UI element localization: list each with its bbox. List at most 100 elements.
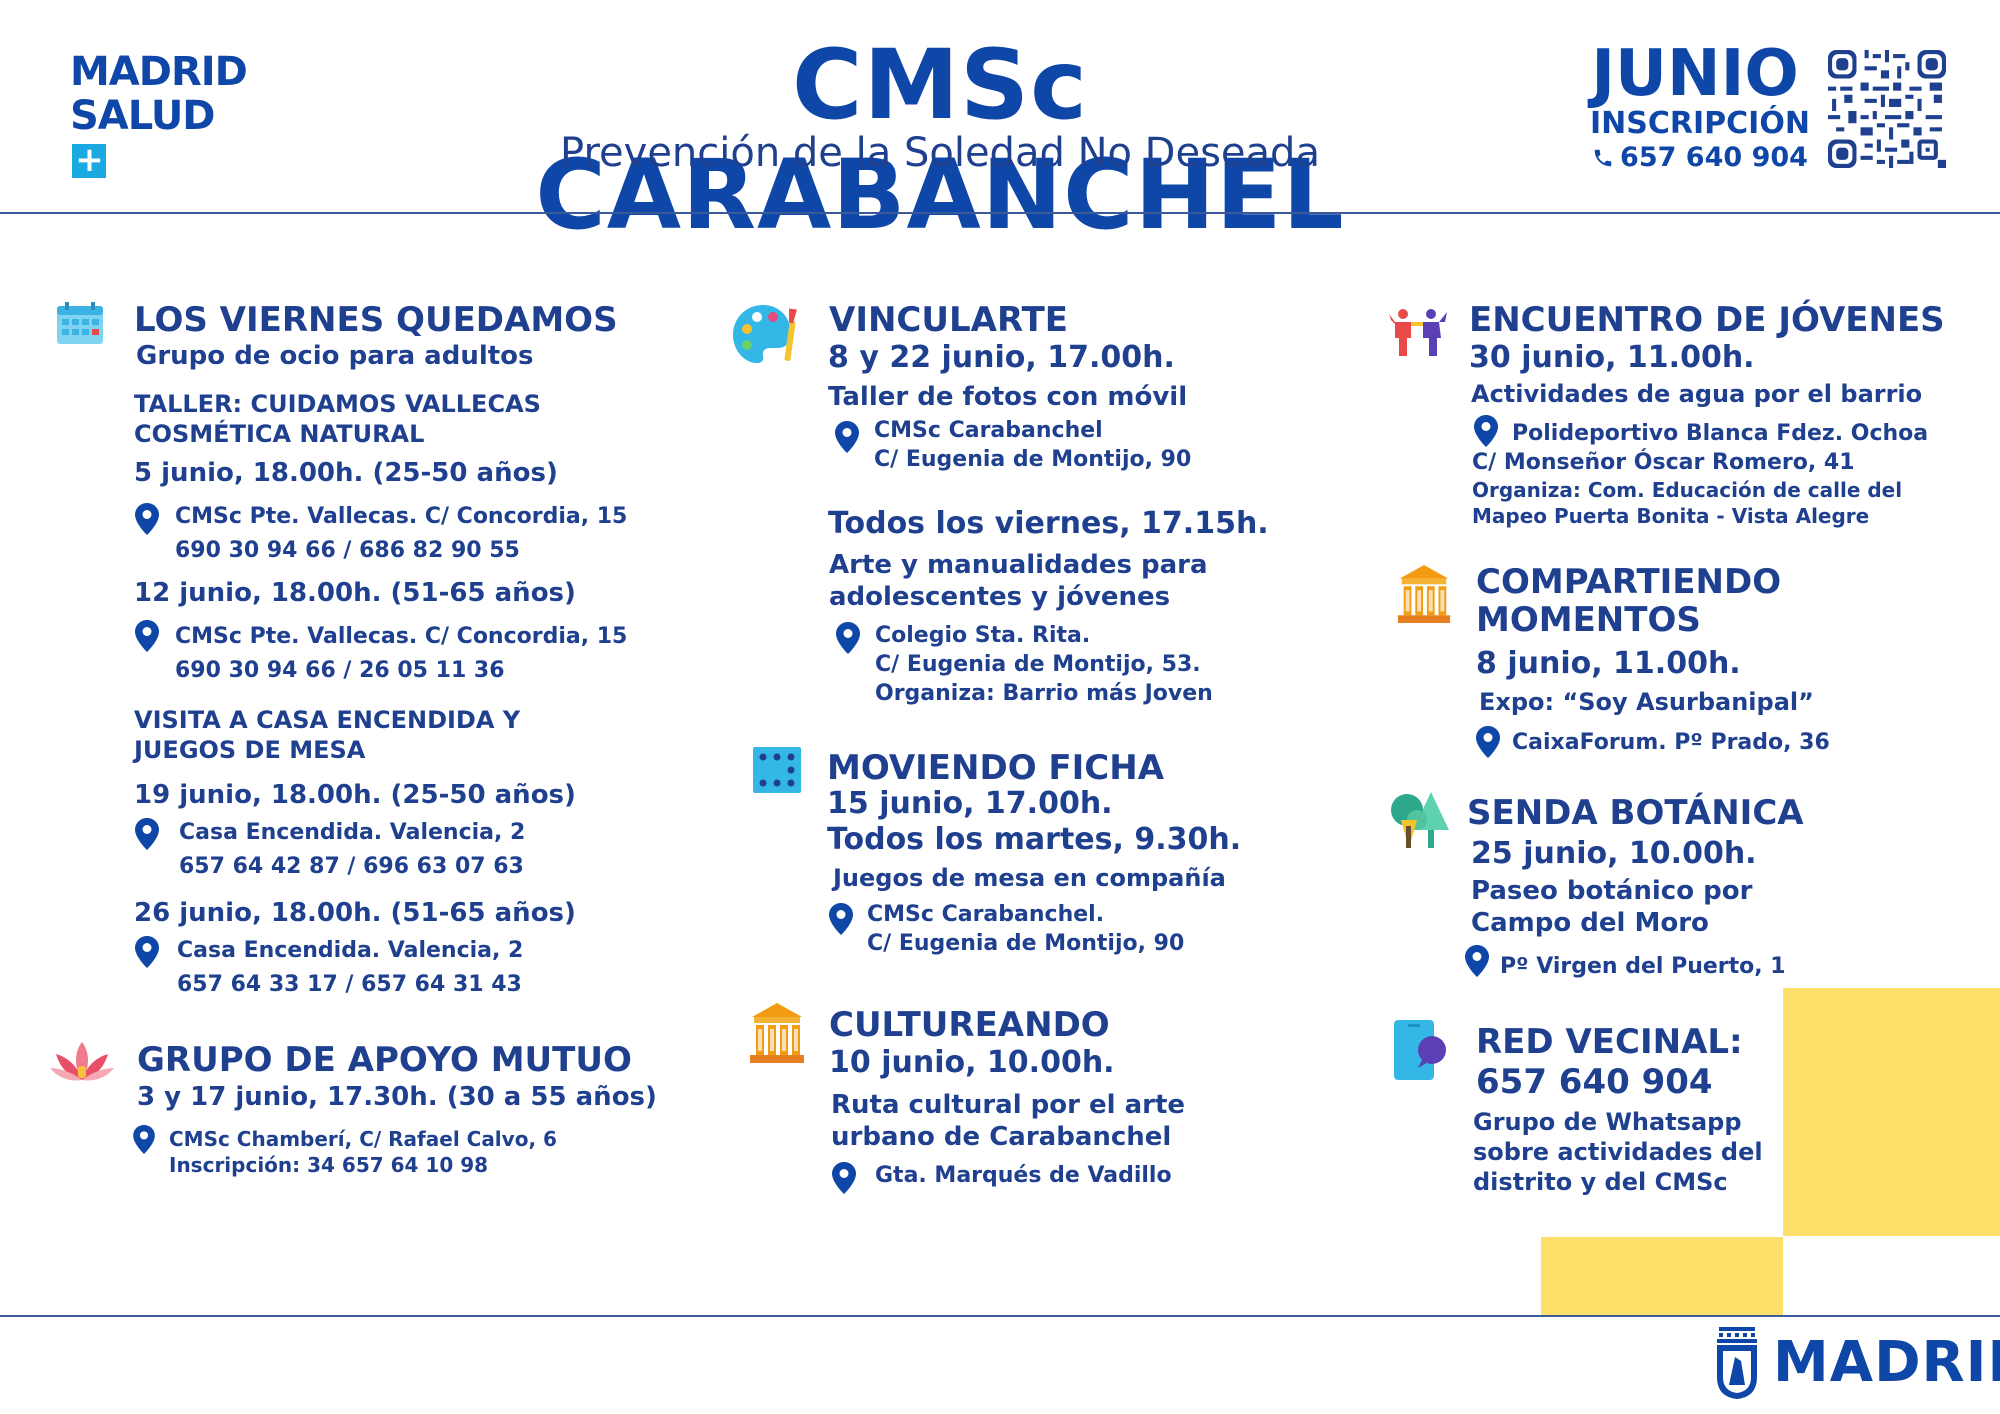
museum-icon xyxy=(1397,565,1451,623)
jovenes-location1: Polideportivo Blanca Fdez. Ochoa xyxy=(1512,421,1929,446)
jovenes-org2: Mapeo Puerta Bonita - Vista Alegre xyxy=(1472,504,1870,528)
jovenes-title: ENCUENTRO DE JÓVENES xyxy=(1469,300,1945,340)
session2-phones: 690 30 94 66 / 26 05 11 36 xyxy=(175,658,505,683)
jovenes-location2: C/ Monseñor Óscar Romero, 41 xyxy=(1472,450,1855,475)
compartiendo-date: 8 junio, 11.00h. xyxy=(1476,646,1741,681)
compartiendo-desc: Expo: “Soy Asurbanipal” xyxy=(1479,688,1814,716)
senda-location: Pº Virgen del Puerto, 1 xyxy=(1500,954,1786,979)
registration-phone-text: 657 640 904 xyxy=(1620,142,1808,173)
location-pin-icon xyxy=(835,421,859,453)
lotus-icon xyxy=(50,1042,114,1081)
senda-desc1: Paseo botánico por xyxy=(1471,876,1753,906)
location-pin-icon xyxy=(829,903,853,935)
chat-icon xyxy=(1394,1020,1446,1080)
senda-title: SENDA BOTÁNICA xyxy=(1467,793,1804,833)
viernes-subtitle: Grupo de ocio para adultos xyxy=(136,341,534,371)
moviendo-location1: CMSc Carabanchel. xyxy=(867,902,1105,927)
visita-line1: VISITA A CASA ENCENDIDA Y xyxy=(134,706,521,734)
location-pin-icon xyxy=(135,936,159,968)
apoyo-date: 3 y 17 junio, 17.30h. (30 a 55 años) xyxy=(137,1082,657,1112)
session3-phones: 657 64 42 87 / 696 63 07 63 xyxy=(179,854,524,879)
registration-label: INSCRIPCIÓN xyxy=(1590,106,1810,141)
header-divider xyxy=(0,212,2000,214)
month-label: JUNIO xyxy=(1591,37,1799,111)
senda-desc2: Campo del Moro xyxy=(1471,908,1709,938)
vincularte-desc2-line2: adolescentes y jóvenes xyxy=(829,582,1171,612)
visita-line2: JUEGOS DE MESA xyxy=(134,736,366,764)
session1-date: 5 junio, 18.00h. (25-50 años) xyxy=(134,458,558,488)
viernes-title: LOS VIERNES QUEDAMOS xyxy=(134,300,618,340)
apoyo-inscripcion: Inscripción: 34 657 64 10 98 xyxy=(169,1153,489,1177)
taller-line2: COSMÉTICA NATURAL xyxy=(134,420,425,448)
jovenes-org1: Organiza: Com. Educación de calle del xyxy=(1472,478,1903,502)
phone-icon xyxy=(1594,149,1612,167)
vincularte-date2: Todos los viernes, 17.15h. xyxy=(828,506,1269,541)
page-title: CMSc CARABANCHEL xyxy=(535,29,1345,251)
red-desc1: Grupo de Whatsapp xyxy=(1473,1108,1742,1136)
qr-code-icon[interactable] xyxy=(1828,50,1946,168)
location-pin-icon xyxy=(1474,415,1498,447)
madrid-salud-logo: MADRID SALUD + xyxy=(70,49,248,178)
moviendo-title: MOVIENDO FICHA xyxy=(827,748,1165,788)
compartiendo-title2: MOMENTOS xyxy=(1476,600,1701,640)
red-desc3: distrito y del CMSc xyxy=(1473,1168,1728,1196)
location-pin-icon xyxy=(836,622,860,654)
session4-phones: 657 64 33 17 / 657 64 31 43 xyxy=(177,972,522,997)
people-icon xyxy=(1389,309,1447,356)
vincularte-title: VINCULARTE xyxy=(829,300,1069,340)
vincularte-location1: CMSc Carabanchel xyxy=(874,418,1103,443)
session4-date: 26 junio, 18.00h. (51-65 años) xyxy=(134,898,576,928)
apoyo-title: GRUPO DE APOYO MUTUO xyxy=(137,1040,632,1080)
museum-icon xyxy=(750,1003,804,1063)
calendar-icon xyxy=(57,302,103,344)
cultureando-desc1: Ruta cultural por el arte xyxy=(831,1090,1186,1120)
apoyo-location: CMSc Chamberí, C/ Rafael Calvo, 6 xyxy=(169,1127,557,1151)
session1-location: CMSc Pte. Vallecas. C/ Concordia, 15 xyxy=(175,504,628,529)
decor-yellow-block xyxy=(1541,1237,1783,1315)
cultureando-title: CULTUREANDO xyxy=(829,1005,1110,1045)
session1-phones: 690 30 94 66 / 686 82 90 55 xyxy=(175,538,520,563)
red-title: RED VECINAL: xyxy=(1476,1022,1743,1062)
vincularte-location2: C/ Eugenia de Montijo, 90 xyxy=(874,447,1192,472)
cultureando-location: Gta. Marqués de Vadillo xyxy=(875,1163,1172,1188)
palette-icon xyxy=(733,305,797,363)
moviendo-date2: Todos los martes, 9.30h. xyxy=(827,822,1242,857)
senda-date: 25 junio, 10.00h. xyxy=(1471,836,1757,871)
vincularte2-organizer: Organiza: Barrio más Joven xyxy=(875,681,1213,706)
taller-line1: TALLER: CUIDAMOS VALLECAS xyxy=(134,390,541,418)
session2-date: 12 junio, 18.00h. (51-65 años) xyxy=(134,578,576,608)
registration-phone: 657 640 904 xyxy=(1590,142,1810,173)
madrid-crest-icon xyxy=(1717,1327,1757,1399)
location-pin-icon xyxy=(1465,945,1489,977)
logo-line2: SALUD xyxy=(70,93,216,139)
vincularte-desc: Taller de fotos con móvil xyxy=(828,382,1188,412)
dice-icon xyxy=(753,747,801,793)
location-pin-icon xyxy=(832,1162,856,1194)
vincularte-desc2-line1: Arte y manualidades para xyxy=(829,550,1208,580)
logo-plus-icon: + xyxy=(72,143,106,178)
vincularte2-location1: Colegio Sta. Rita. xyxy=(875,623,1091,648)
vincularte-date: 8 y 22 junio, 17.00h. xyxy=(828,340,1175,375)
location-pin-icon xyxy=(135,503,159,535)
session4-location: Casa Encendida. Valencia, 2 xyxy=(177,938,524,963)
session3-location: Casa Encendida. Valencia, 2 xyxy=(179,820,526,845)
cultureando-date: 10 junio, 10.00h. xyxy=(829,1045,1115,1080)
page-subtitle: Prevención de la Soledad No Deseada xyxy=(560,130,1320,176)
moviendo-location2: C/ Eugenia de Montijo, 90 xyxy=(867,931,1185,956)
location-pin-icon xyxy=(1476,726,1500,758)
decor-yellow-block xyxy=(1783,988,2000,1236)
red-desc2: sobre actividades del xyxy=(1473,1138,1763,1166)
tree-icon xyxy=(1391,792,1449,848)
session3-date: 19 junio, 18.00h. (25-50 años) xyxy=(134,780,576,810)
moviendo-desc: Juegos de mesa en compañía xyxy=(833,864,1226,892)
cultureando-desc2: urbano de Carabanchel xyxy=(831,1122,1172,1152)
location-pin-icon xyxy=(133,1125,155,1154)
footer-divider xyxy=(0,1315,2000,1317)
jovenes-date: 30 junio, 11.00h. xyxy=(1469,340,1755,375)
location-pin-icon xyxy=(135,620,159,652)
red-phone[interactable]: 657 640 904 xyxy=(1476,1062,1713,1102)
jovenes-desc: Actividades de agua por el barrio xyxy=(1471,380,1923,408)
logo-line1: MADRID xyxy=(70,49,248,95)
session2-location: CMSc Pte. Vallecas. C/ Concordia, 15 xyxy=(175,624,628,649)
moviendo-date1: 15 junio, 17.00h. xyxy=(827,786,1113,821)
